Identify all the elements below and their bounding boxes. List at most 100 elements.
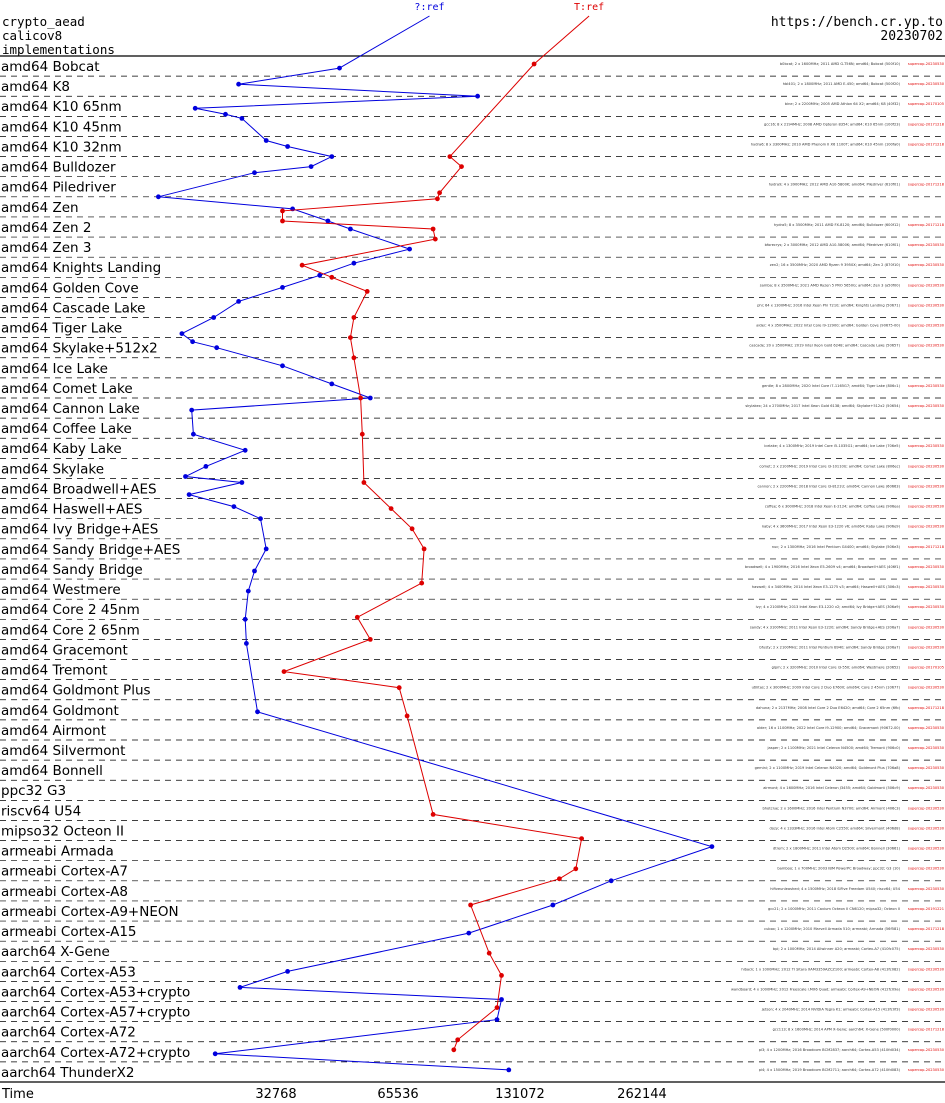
data-point [192, 105, 198, 111]
category-label: amd64 Cascade Lake [1, 300, 146, 316]
data-point [237, 985, 243, 990]
machine-note-version: supercop-20171218 [908, 142, 945, 146]
data-point [203, 464, 209, 469]
machine-note: dahuna; 2 x 2137MHz; 2008 Intel Core 2 D… [756, 706, 901, 710]
data-point [494, 1005, 500, 1010]
header-implementations-label: implementations [2, 42, 115, 57]
category-label: amd64 K10 32nm [1, 139, 122, 155]
machine-note-version: supercop-20230530 [908, 766, 945, 770]
machine-note-version: supercop-20171218 [908, 706, 945, 710]
data-point [236, 81, 242, 87]
series-line [282, 63, 583, 1050]
machine-note-version: supercop-20230530 [908, 967, 945, 971]
category-label: amd64 Bonnell [1, 763, 103, 779]
data-point [285, 969, 290, 974]
category-label: aarch64 Cortex-A53 [1, 964, 136, 980]
machine-note-version: supercop-20230530 [908, 243, 945, 247]
category-label: amd64 Comet Lake [1, 381, 133, 397]
machine-note-version: supercop-20230530 [908, 1008, 945, 1012]
category-label: aarch64 ThunderX2 [1, 1065, 134, 1081]
machine-note-version: supercop-20171218 [908, 122, 945, 126]
data-point [325, 218, 331, 224]
category-label: amd64 Goldmont Plus [1, 683, 151, 699]
data-point [329, 381, 335, 387]
category-label: amd64 Silvermont [1, 743, 125, 759]
data-point [214, 345, 220, 351]
x-tick-label: 262144 [617, 1087, 667, 1102]
data-point [255, 709, 260, 715]
machine-note: cascade; 20 x 3500MHz; 2019 Intel Xeon G… [749, 344, 900, 348]
data-point [364, 289, 370, 294]
data-point [396, 685, 402, 691]
data-point [361, 480, 367, 485]
category-label: armeabi Cortex-A15 [1, 924, 137, 940]
data-point [183, 474, 188, 479]
data-point [354, 614, 360, 620]
data-point [432, 236, 438, 242]
series-layer: ?:ref T:ref [156, 2, 715, 1073]
machine-note: gemini; 2 x 1100MHz; 2019 Intel Celeron … [755, 766, 901, 770]
category-label: amd64 Sandy Bridge+AES [1, 542, 180, 558]
data-point [506, 1067, 512, 1073]
machine-note-version: supercop-20230530 [908, 625, 945, 629]
machine-note-version: supercop-20171218 [908, 1028, 945, 1032]
machine-note-version: supercop-20170105 [908, 102, 944, 106]
data-point [317, 272, 323, 278]
machine-note: jetson; 4 x 2040MHz; 2014 NVIDIA Tegra K… [761, 1008, 901, 1012]
data-point [550, 902, 556, 908]
machine-note-version: supercop-20171218 [908, 927, 945, 931]
category-label: aarch64 Cortex-A57+crypto [1, 1005, 190, 1021]
machine-note-version: supercop-20191221 [908, 907, 944, 911]
category-label: amd64 Skylake [1, 461, 104, 477]
machine-note-version: supercop-20230530 [908, 283, 945, 287]
series-lead-line [533, 15, 590, 65]
machine-note: pi3; 4 x 1200MHz; 2016 Broadcom BCM2837;… [759, 1048, 901, 1052]
machine-note-version: supercop-20230530 [908, 62, 945, 66]
category-label: amd64 Bulldozer [1, 160, 116, 176]
machine-note: cannon; 2 x 2200MHz; 2018 Intel Core i3-… [757, 484, 900, 488]
machine-note: sandy; 4 x 3100MHz; 2011 Intel Xeon E3-1… [750, 625, 901, 629]
chart-header: crypto_aead calicov8 implementations htt… [2, 14, 943, 57]
machine-note-version: supercop-20230530 [908, 1068, 945, 1072]
series-lead-line [339, 15, 430, 69]
machine-note: icelake; 4 x 1300MHz; 2019 Intel Core i5… [764, 444, 900, 448]
machine-note-version: supercop-20230530 [908, 384, 945, 388]
machine-note-version: supercop-20171218 [908, 545, 945, 549]
data-point [573, 866, 579, 872]
data-point [280, 363, 285, 369]
machine-note: gcc21; 2 x 1000MHz; 2011 Cavium Octeon I… [768, 907, 900, 911]
data-point [430, 226, 436, 232]
data-point [252, 568, 257, 574]
category-label: amd64 Core 2 65nm [1, 622, 140, 638]
machine-note: hydra9; 4 x 3900MHz; 2012 AMD A10-5800K;… [769, 183, 901, 187]
category-label: amd64 Skylake+512x2 [1, 341, 158, 357]
data-point [242, 447, 248, 453]
data-point [475, 93, 480, 99]
category-label: aarch64 Cortex-A53+crypto [1, 984, 190, 1000]
category-label: armeabi Armada [1, 844, 114, 860]
data-point [430, 812, 436, 817]
data-point [421, 546, 427, 552]
machine-note-version: supercop-20230530 [908, 344, 945, 348]
machine-note-version: supercop-20230530 [908, 686, 945, 690]
data-point [367, 395, 373, 401]
series-line [158, 67, 714, 1071]
category-label: amd64 Airmont [1, 723, 106, 739]
machine-note: haswell; 4 x 3400MHz; 2014 Intel Xeon E3… [752, 585, 901, 589]
data-point [337, 65, 342, 71]
category-label: amd64 Bobcat [1, 59, 100, 75]
machine-note-version: supercop-20230530 [908, 987, 945, 991]
machine-note-version: supercop-20170105 [908, 666, 944, 670]
data-point [367, 637, 373, 642]
data-point [468, 902, 473, 908]
machine-note-version: supercop-20230530 [908, 585, 945, 589]
machine-note: gcc16; 8 x 2194MHz; 2008 AMD Opteron 835… [764, 122, 901, 126]
category-label: amd64 Zen 3 [1, 240, 91, 256]
machine-note: airmont; 4 x 1600MHz; 2016 Intel Celeron… [763, 786, 900, 790]
category-label: amd64 Zen 2 [1, 220, 91, 236]
data-point [435, 196, 440, 202]
data-point [404, 713, 410, 719]
category-label: amd64 Core 2 45nm [1, 602, 140, 618]
data-point [236, 299, 242, 304]
category-label: amd64 Tremont [1, 663, 108, 679]
